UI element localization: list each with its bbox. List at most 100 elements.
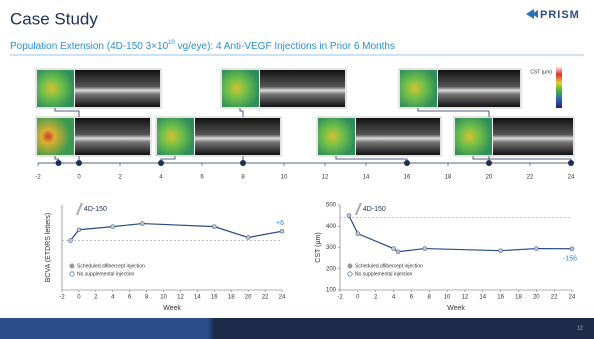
y-tick-label: 500 bbox=[326, 203, 337, 209]
data-point bbox=[140, 222, 144, 226]
timeline-tick-label: 10 bbox=[281, 175, 288, 181]
data-point bbox=[356, 232, 360, 236]
visit-dot bbox=[404, 160, 410, 166]
timeline-tick-label: 0 bbox=[77, 175, 81, 181]
end-label: -156 bbox=[563, 256, 577, 263]
timeline-tick-label: 8 bbox=[241, 175, 245, 181]
end-label: +6 bbox=[276, 220, 284, 227]
timeline-tick-label: 18 bbox=[445, 175, 452, 181]
annotation: 4D-150 bbox=[363, 206, 386, 213]
annotation: 4D-150 bbox=[84, 206, 107, 213]
syringe-icon bbox=[77, 203, 82, 215]
page: {"header": {"title": "Case Study", "subt… bbox=[0, 0, 594, 339]
timeline-tick-label: 2 bbox=[118, 175, 122, 181]
x-tick-label: 20 bbox=[245, 295, 252, 301]
timeline-tick-label: 6 bbox=[200, 175, 204, 181]
fundus-map bbox=[157, 118, 194, 155]
fundus-map bbox=[37, 118, 74, 155]
oct-scan bbox=[260, 70, 345, 107]
colorbar bbox=[556, 66, 562, 108]
x-tick-label: -2 bbox=[59, 295, 65, 301]
x-tick-label: 22 bbox=[551, 295, 558, 301]
oct-scan bbox=[438, 70, 520, 107]
timeline-tick-label: 24 bbox=[568, 175, 575, 181]
x-axis-label: Week bbox=[163, 305, 181, 312]
subtitle-suffix: vg/eye): 4 Anti-VEGF Injections in Prior… bbox=[175, 41, 395, 52]
data-point bbox=[570, 247, 574, 251]
oct-scan bbox=[75, 70, 160, 107]
visit-dot bbox=[240, 160, 246, 166]
x-tick-label: 24 bbox=[279, 295, 286, 301]
x-tick-label: 24 bbox=[569, 295, 576, 301]
timeline-tick-label: 4 bbox=[159, 175, 163, 181]
x-tick-label: 4 bbox=[392, 295, 396, 301]
visit-dot bbox=[76, 160, 82, 166]
slide-subtitle: Population Extension (4D-150 3×1010 vg/e… bbox=[10, 40, 395, 52]
x-tick-label: 14 bbox=[194, 295, 201, 301]
data-point bbox=[534, 247, 538, 251]
y-tick-label: 400 bbox=[326, 224, 337, 230]
x-tick-label: 8 bbox=[145, 295, 149, 301]
x-tick-label: 0 bbox=[356, 295, 360, 301]
fundus-map bbox=[318, 118, 355, 155]
x-tick-label: 18 bbox=[228, 295, 235, 301]
x-tick-label: 2 bbox=[374, 295, 378, 301]
legend-marker bbox=[348, 264, 352, 268]
legend-label: No supplemental injection bbox=[355, 271, 412, 277]
fundus-map bbox=[455, 118, 492, 155]
legend-label: Scheduled aflibercept injection bbox=[77, 263, 145, 269]
legend-label: No supplemental injection bbox=[77, 271, 134, 277]
legend-marker bbox=[348, 272, 352, 276]
data-point bbox=[212, 225, 216, 229]
page-number: 12 bbox=[577, 325, 583, 331]
data-point bbox=[68, 239, 72, 243]
colorbar-label: CST (µm) bbox=[530, 69, 552, 75]
timeline-tick-label: -2 bbox=[35, 175, 41, 181]
data-point bbox=[423, 247, 427, 251]
slide: Case Study Population Extension (4D-150 … bbox=[0, 0, 594, 339]
slide-title: Case Study bbox=[10, 9, 98, 28]
x-tick-label: 6 bbox=[128, 295, 132, 301]
oct-scan bbox=[493, 118, 573, 155]
data-point bbox=[111, 225, 115, 229]
subtitle-prefix: Population Extension (4D-150 3×10 bbox=[10, 41, 169, 52]
x-tick-label: 18 bbox=[515, 295, 522, 301]
x-tick-label: 16 bbox=[497, 295, 504, 301]
x-tick-label: 22 bbox=[262, 295, 269, 301]
legend-label: Scheduled aflibercept injection bbox=[355, 263, 423, 269]
logo-icon bbox=[526, 9, 538, 19]
visit-dot bbox=[158, 160, 164, 166]
data-point bbox=[280, 229, 284, 233]
timeline-tick-label: 16 bbox=[404, 175, 411, 181]
visit-dot bbox=[486, 160, 492, 166]
x-tick-label: 2 bbox=[94, 295, 98, 301]
series-line bbox=[349, 216, 572, 252]
x-tick-label: 10 bbox=[160, 295, 167, 301]
visit-dot bbox=[56, 160, 62, 166]
oct-scan bbox=[75, 118, 150, 155]
y-axis-label: CST (µm) bbox=[315, 232, 322, 262]
x-tick-label: 6 bbox=[410, 295, 414, 301]
timeline-tick-label: 22 bbox=[527, 175, 534, 181]
data-point bbox=[392, 247, 396, 251]
timeline-tick-label: 12 bbox=[322, 175, 329, 181]
legend-marker bbox=[70, 272, 74, 276]
data-point bbox=[499, 249, 503, 253]
x-axis-label: Week bbox=[447, 305, 465, 312]
data-point bbox=[246, 235, 250, 239]
oct-scan bbox=[195, 118, 280, 155]
x-tick-label: 14 bbox=[479, 295, 486, 301]
timeline-tick-label: 14 bbox=[363, 175, 370, 181]
y-axis-label: BCVA (ETDRS letters) bbox=[45, 213, 52, 283]
oct-scan bbox=[356, 118, 440, 155]
x-tick-label: 12 bbox=[462, 295, 469, 301]
fundus-map bbox=[37, 70, 74, 107]
x-tick-label: 16 bbox=[211, 295, 218, 301]
footer-band bbox=[0, 318, 594, 339]
visit-dot bbox=[568, 160, 574, 166]
x-tick-label: -2 bbox=[337, 295, 343, 301]
fundus-map bbox=[222, 70, 259, 107]
data-point bbox=[77, 228, 81, 232]
data-point bbox=[347, 214, 351, 218]
x-tick-label: 8 bbox=[428, 295, 432, 301]
